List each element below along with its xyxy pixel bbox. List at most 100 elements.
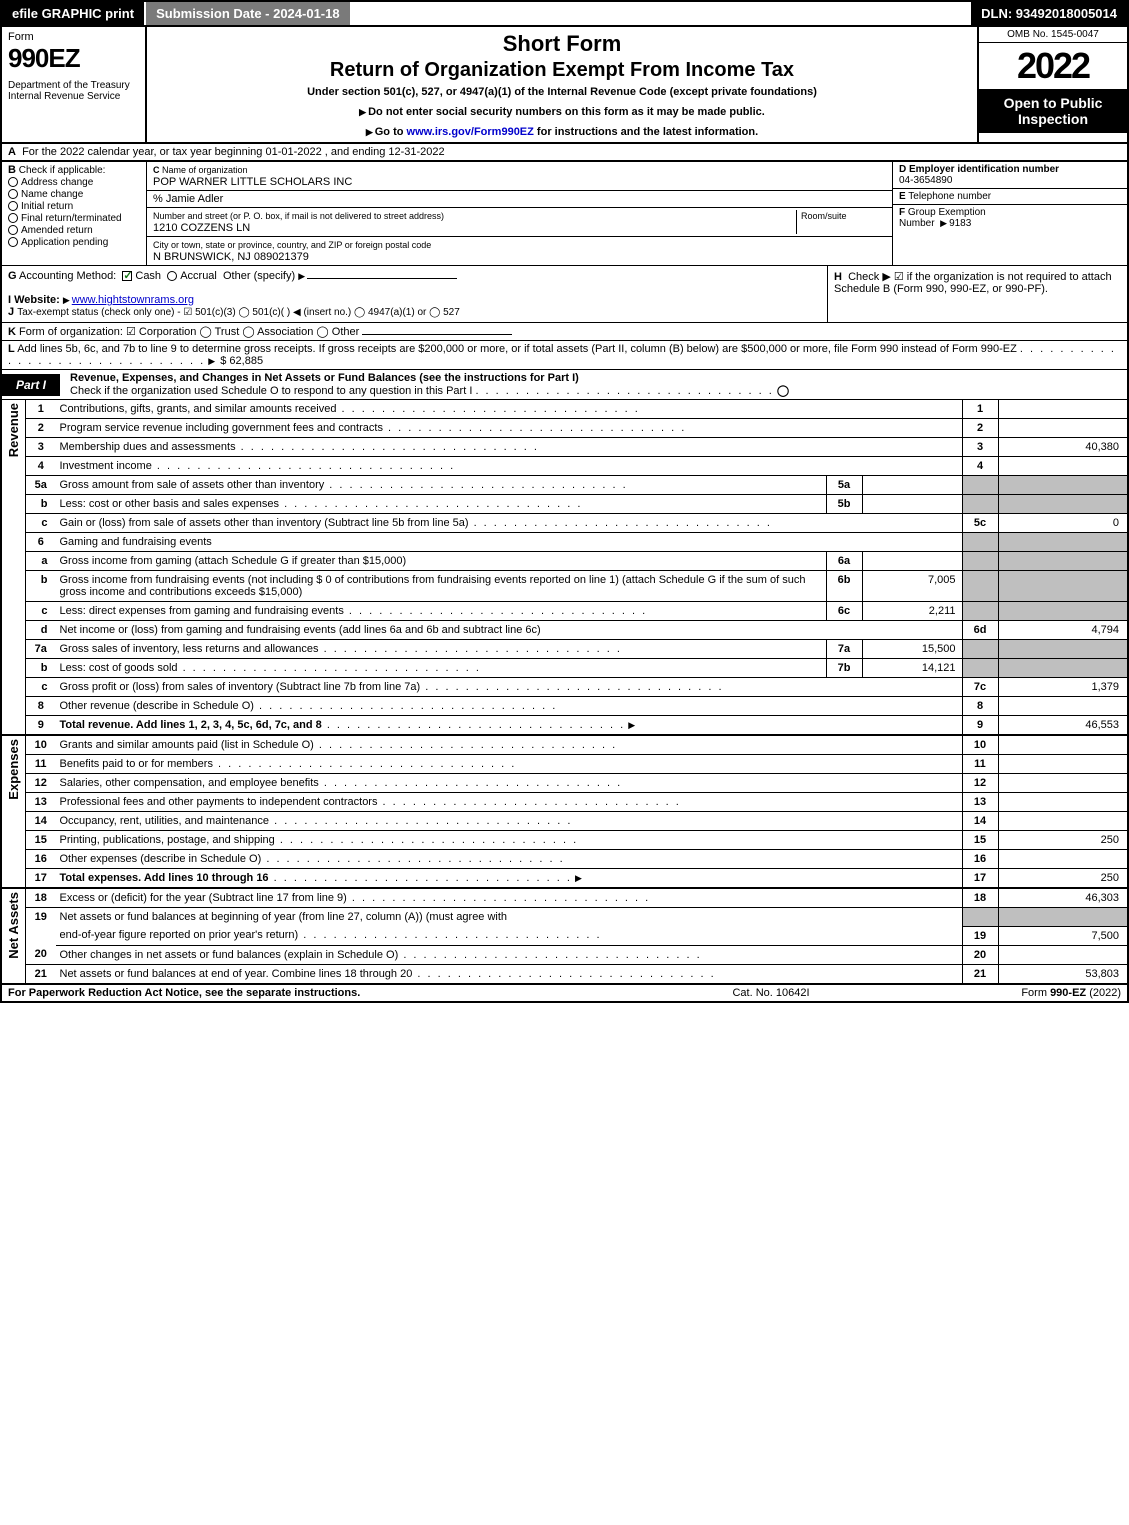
r5a-desc: Gross amount from sale of assets other t… bbox=[60, 479, 325, 491]
website-link[interactable]: www.hightstownrams.org bbox=[72, 294, 194, 306]
row-15: 15 Printing, publications, postage, and … bbox=[1, 831, 1128, 850]
row-19a: 19 Net assets or fund balances at beginn… bbox=[1, 908, 1128, 927]
r8-num: 8 bbox=[26, 697, 56, 716]
g-cash: Cash bbox=[135, 270, 161, 282]
tax-year: 2022 bbox=[979, 43, 1127, 89]
r1-rval bbox=[998, 400, 1128, 419]
part1-header: Part I Revenue, Expenses, and Changes in… bbox=[0, 370, 1129, 400]
top-bar: efile GRAPHIC print Submission Date - 20… bbox=[0, 0, 1129, 27]
chk-name[interactable]: Name change bbox=[8, 189, 140, 200]
f-row: F Group ExemptionNumber 9183 bbox=[893, 205, 1127, 265]
col-b: B Check if applicable: Address change Na… bbox=[2, 162, 147, 265]
r19-desc-2: end-of-year figure reported on prior yea… bbox=[60, 929, 299, 941]
r6c-rlab bbox=[962, 602, 998, 621]
r5b-desc: Less: cost or other basis and sales expe… bbox=[60, 498, 280, 510]
r21-rlab: 21 bbox=[962, 964, 998, 983]
omb-number: OMB No. 1545-0047 bbox=[979, 27, 1127, 43]
r7b-num: b bbox=[26, 659, 56, 678]
form-header: Form 990EZ Department of the Treasury In… bbox=[0, 27, 1129, 144]
open-inspection: Open to Public Inspection bbox=[979, 89, 1127, 133]
r7a-rval bbox=[998, 640, 1128, 659]
r6a-desc: Gross income from gaming (attach Schedul… bbox=[60, 555, 407, 567]
r6a-rval bbox=[998, 552, 1128, 571]
r7a-num: 7a bbox=[26, 640, 56, 659]
r6d-rval: 4,794 bbox=[998, 621, 1128, 640]
i-label: Website: bbox=[14, 294, 60, 306]
street: 1210 COZZENS LN bbox=[153, 222, 250, 234]
col-def: D Employer identification number 04-3654… bbox=[892, 162, 1127, 265]
r6b-rlab bbox=[962, 571, 998, 602]
r19-rlab: 19 bbox=[962, 926, 998, 945]
r17-rlab: 17 bbox=[962, 869, 998, 889]
r8-rval bbox=[998, 697, 1128, 716]
r21-rval: 53,803 bbox=[998, 964, 1128, 983]
r17-desc: Total expenses. Add lines 10 through 16 bbox=[60, 872, 269, 884]
form-number: 990EZ bbox=[8, 43, 139, 74]
chk-address[interactable]: Address change bbox=[8, 177, 140, 188]
k-other-input[interactable] bbox=[362, 334, 512, 335]
r13-rlab: 13 bbox=[962, 793, 998, 812]
r5b-rlab bbox=[962, 495, 998, 514]
row-6b: b Gross income from fundraising events (… bbox=[1, 571, 1128, 602]
other-specify-input[interactable] bbox=[307, 278, 457, 279]
irs-link[interactable]: www.irs.gov/Form990EZ bbox=[407, 126, 534, 138]
part1-tab: Part I bbox=[2, 374, 60, 396]
e-row: E Telephone number bbox=[893, 189, 1127, 205]
r6a-num: a bbox=[26, 552, 56, 571]
r6b-mv: 7,005 bbox=[862, 571, 962, 602]
r6a-mv bbox=[862, 552, 962, 571]
r7c-num: c bbox=[26, 678, 56, 697]
paperwork-notice: For Paperwork Reduction Act Notice, see … bbox=[8, 987, 621, 999]
r4-num: 4 bbox=[26, 457, 56, 476]
row-16: 16 Other expenses (describe in Schedule … bbox=[1, 850, 1128, 869]
r6b-num: b bbox=[26, 571, 56, 602]
gh-block: G Accounting Method: Cash Accrual Other … bbox=[0, 266, 1129, 323]
r10-rval bbox=[998, 735, 1128, 755]
row-20: 20 Other changes in net assets or fund b… bbox=[1, 945, 1128, 964]
r18-rlab: 18 bbox=[962, 888, 998, 908]
r7a-desc: Gross sales of inventory, less returns a… bbox=[60, 643, 319, 655]
h-text: Check ▶ ☑ if the organization is not req… bbox=[834, 271, 1112, 295]
r5b-mv bbox=[862, 495, 962, 514]
row-14: 14 Occupancy, rent, utilities, and maint… bbox=[1, 812, 1128, 831]
r2-num: 2 bbox=[26, 419, 56, 438]
efile-print-button[interactable]: efile GRAPHIC print bbox=[2, 2, 146, 25]
r11-num: 11 bbox=[26, 755, 56, 774]
r5c-rlab: 5c bbox=[962, 514, 998, 533]
r9-num: 9 bbox=[26, 716, 56, 736]
r19-num: 19 bbox=[26, 908, 56, 946]
r7c-rval: 1,379 bbox=[998, 678, 1128, 697]
r13-desc: Professional fees and other payments to … bbox=[60, 796, 378, 808]
r10-rlab: 10 bbox=[962, 735, 998, 755]
row-11: 11 Benefits paid to or for members 11 bbox=[1, 755, 1128, 774]
r6a-rlab bbox=[962, 552, 998, 571]
r6-desc: Gaming and fundraising events bbox=[60, 536, 212, 548]
r6b-desc: Gross income from fundraising events (no… bbox=[60, 574, 806, 598]
r11-rlab: 11 bbox=[962, 755, 998, 774]
l-value: $ 62,885 bbox=[220, 355, 263, 367]
chk-cash[interactable] bbox=[122, 271, 132, 281]
part1-check: Check if the organization used Schedule … bbox=[70, 385, 472, 397]
e-label: Telephone number bbox=[908, 191, 991, 202]
r5b-rval bbox=[998, 495, 1128, 514]
r19-rval-shade bbox=[998, 908, 1128, 927]
r6b-ml: 6b bbox=[826, 571, 862, 602]
dln-label: DLN: 93492018005014 bbox=[971, 2, 1127, 25]
r6c-desc: Less: direct expenses from gaming and fu… bbox=[60, 605, 344, 617]
r9-desc: Total revenue. Add lines 1, 2, 3, 4, 5c,… bbox=[60, 719, 322, 731]
r19-rval: 7,500 bbox=[998, 926, 1128, 945]
goto-line: Go to www.irs.gov/Form990EZ for instruct… bbox=[157, 126, 967, 138]
chk-amended[interactable]: Amended return bbox=[8, 225, 140, 236]
r7a-ml: 7a bbox=[826, 640, 862, 659]
chk-pending[interactable]: Application pending bbox=[8, 237, 140, 248]
room-label: Room/suite bbox=[801, 211, 847, 221]
r8-desc: Other revenue (describe in Schedule O) bbox=[60, 700, 254, 712]
r5c-desc: Gain or (loss) from sale of assets other… bbox=[60, 517, 469, 529]
chk-accrual[interactable] bbox=[167, 271, 177, 281]
chk-final[interactable]: Final return/terminated bbox=[8, 213, 140, 224]
row-10: Expenses 10 Grants and similar amounts p… bbox=[1, 735, 1128, 755]
r12-rval bbox=[998, 774, 1128, 793]
chk-initial[interactable]: Initial return bbox=[8, 201, 140, 212]
part1-check-box[interactable]: ◯ bbox=[777, 385, 789, 397]
subtitle: Under section 501(c), 527, or 4947(a)(1)… bbox=[157, 86, 967, 98]
